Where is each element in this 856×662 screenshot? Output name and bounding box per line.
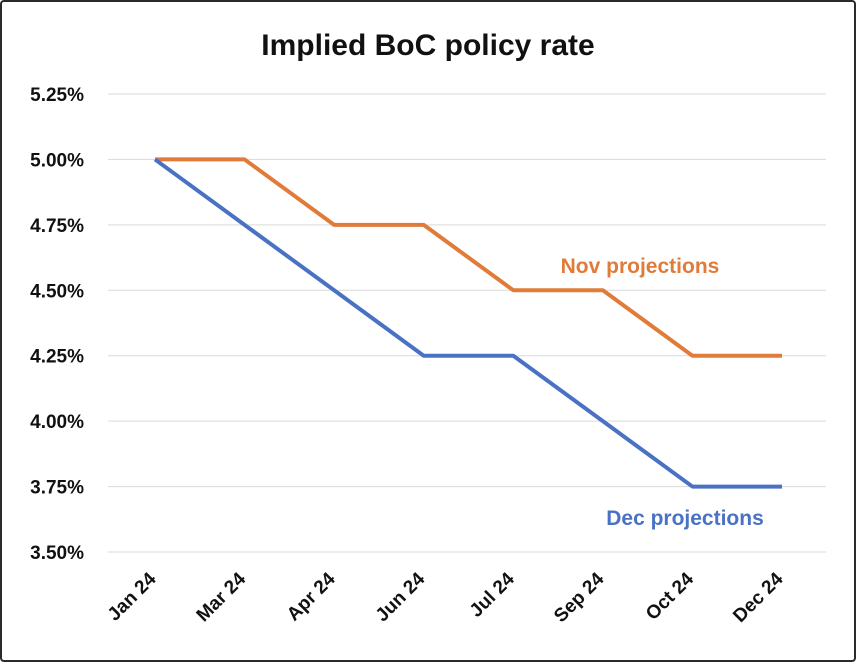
x-tick-label: Mar 24 [193,568,251,626]
x-axis-ticks: Jan 24 Mar 24 Apr 24 Jun 24 Jul 24 Sep 24 Oct … [104,568,788,626]
y-axis-ticks: 5.25% 5.00% 4.75% 4.50% 4.25% 4.00% 3.75% 3.50% [30,85,84,564]
series-line-dec [153,157,782,489]
x-tick-label: Dec 24 [729,568,787,626]
grid-lines [108,93,826,553]
x-tick-label: Jan 24 [104,568,161,625]
series-label-dec: Dec projections [606,507,764,530]
series-line-nov [155,157,782,358]
y-tick-label: 5.25% [30,85,84,106]
series-label-nov: Nov projections [561,255,720,278]
y-tick-label: 5.00% [30,150,84,171]
x-tick-label: Oct 24 [642,568,698,624]
series-lines [153,157,782,489]
y-tick-label: 4.75% [30,216,84,237]
y-tick-label: 4.25% [30,347,84,368]
y-tick-label: 4.50% [30,281,84,302]
y-tick-label: 3.50% [30,543,84,564]
y-tick-label: 4.00% [30,412,84,433]
x-tick-label: Jul 24 [466,568,519,621]
y-tick-label: 3.75% [30,478,84,499]
chart-title: Implied BoC policy rate [261,29,594,62]
x-tick-label: Apr 24 [283,568,340,625]
x-tick-label: Jun 24 [372,568,430,626]
x-tick-label: Sep 24 [550,568,608,626]
